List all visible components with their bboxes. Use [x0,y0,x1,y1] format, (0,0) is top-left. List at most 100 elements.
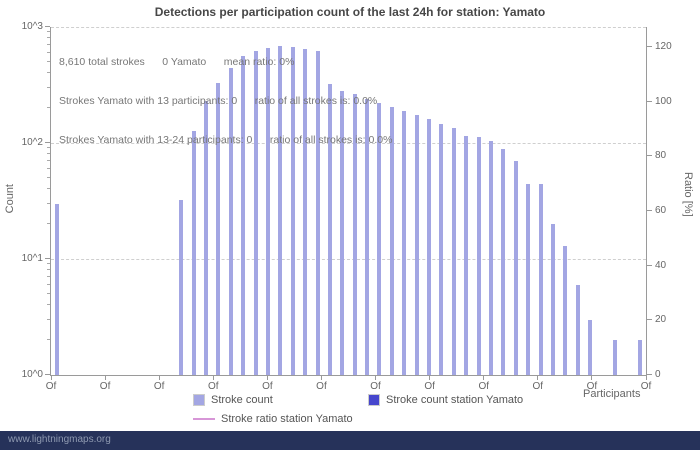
bar [613,340,617,375]
bar [575,284,580,375]
plot-area: 8,610 total strokes 0 Yamato mean ratio:… [22,21,672,392]
x-axis-tick [645,376,647,380]
bar [340,91,345,375]
y-axis-major-tick [45,258,50,259]
y-axis-minor-tick [47,269,50,271]
annotation-line-13-24-participants: Strokes Yamato with 13-24 participants: … [59,134,393,146]
y-axis-tick-label: 10^1 [21,253,43,264]
y-axis-minor-tick [47,188,50,190]
right-axis-tick [647,374,652,375]
bar [55,203,60,375]
x-axis-tick-label: Of [478,381,489,392]
x-axis-tick [212,376,214,380]
bar [427,119,432,375]
y-axis-minor-tick [47,339,50,341]
bar [352,94,357,375]
right-axis-tick-label: 40 [655,259,667,271]
y-axis-minor-tick [47,167,50,169]
bar [265,47,270,375]
bar [563,245,568,375]
y-axis-tick-label: 10^3 [21,21,43,32]
bar [216,82,221,375]
right-axis-tick [647,210,652,211]
x-axis-tick-label: Of [370,381,381,392]
y-axis-minor-tick [47,86,50,88]
bar [476,137,481,375]
bar [365,98,370,375]
right-axis-tick-label: 80 [655,150,667,162]
bar [191,130,196,375]
bar [303,49,308,375]
bar [179,200,184,375]
legend-swatch-station-count [368,394,380,406]
x-axis-tick-label: Of [532,381,544,392]
x-axis-tick-label: Of [424,381,435,392]
legend-label-station-ratio: Stroke ratio station Yamato [221,413,353,425]
bar [290,47,295,375]
bar [414,114,419,375]
bar [526,184,531,375]
grid-line [51,259,646,260]
y-axis-minor-tick [47,176,50,178]
bar [253,50,258,375]
y-axis-major-tick [45,26,50,27]
legend-label-station-count: Stroke count station Yamato [386,394,524,406]
grid-line [51,27,646,28]
annotation-line-13-participants: Strokes Yamato with 13 participants: 0 r… [59,95,378,107]
right-axis-tick [647,264,652,266]
bar [241,55,246,375]
x-axis-tick-label: Of [99,381,111,392]
bar [377,103,382,375]
x-axis-tick-label: Of [153,381,165,392]
y-axis-minor-tick [47,60,50,62]
x-axis-tick-label: Of [586,381,598,392]
x-axis-tick-label: Of [45,381,57,392]
bar [501,149,506,375]
bar [439,123,444,375]
y-axis-minor-tick [47,275,50,277]
bar [588,319,593,375]
bar [551,224,556,375]
y-axis-tick-label: 10^2 [21,137,43,148]
y-axis-minor-tick [47,51,50,53]
y-axis-minor-tick [47,318,50,320]
right-axis-title: Ratio [%] [682,172,694,217]
right-axis-tick-label: 60 [655,205,667,216]
legend-item-station-count: Stroke count station Yamato [368,394,523,406]
annotation-line-totals: 8,610 total strokes 0 Yamato mean ratio:… [59,56,295,68]
x-axis-tick [266,376,268,380]
x-axis-tick-label: Of [262,381,273,392]
y-axis-minor-tick [47,304,50,306]
y-axis-minor-tick [47,37,50,39]
watermark-text: www.lightningmaps.org [8,434,111,445]
bar [513,160,518,375]
footer-bar: www.lightningmaps.org [0,431,700,450]
bar [637,340,642,375]
chart-annotations: 8,610 total strokes 0 Yamato mean ratio:… [59,30,392,173]
bar [451,128,456,375]
y-axis-minor-tick [47,292,50,294]
x-axis-tick-label: Of [316,381,327,392]
right-axis-tick-label: 100 [655,95,672,107]
chart-title: Detections per participation count of th… [154,5,546,19]
bar [389,106,394,375]
x-axis-tick-label: Of [640,381,652,392]
right-axis-tick-label: 120 [655,41,672,52]
y-axis-minor-tick [47,107,50,109]
y-axis-minor-tick [47,43,50,45]
right-axis-tick [647,100,652,102]
legend-label-stroke-count: Stroke count [211,394,273,406]
y-axis-minor-tick [47,223,50,225]
left-axis-title: Count [4,184,16,214]
x-axis-tick [320,376,322,380]
bar [538,184,543,375]
bar [315,51,320,375]
bar [402,111,407,375]
y-axis-minor-tick [47,153,50,155]
x-axis-tick [50,376,52,380]
y-axis-minor-tick [47,159,50,161]
y-axis-minor-tick [47,283,50,285]
right-axis-tick-label: 0 [655,369,661,380]
x-axis-tick [158,376,160,380]
